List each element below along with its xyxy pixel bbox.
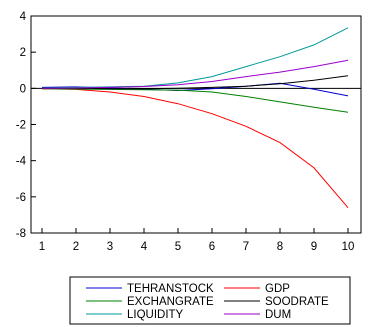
plot-frame	[30, 15, 362, 234]
series-line-soodrate	[41, 75, 349, 90]
x-tick-label: 6	[209, 241, 215, 253]
legend-label-liquidity: LIQUIDITY	[127, 309, 184, 321]
legend-label-dum: DUM	[265, 309, 291, 321]
y-axis: 4 2 0 -2 -4 -6 -8	[16, 11, 36, 240]
legend-label-soodrate: SOODRATE	[265, 296, 329, 308]
x-tick-label: 5	[175, 241, 181, 253]
legend: TEHRANSTOCK GDP EXCHANGRATE SOODRATE LIQUIDI…	[69, 276, 351, 325]
y-tick-label: 2	[20, 47, 26, 59]
y-tick-label: -8	[16, 228, 26, 240]
x-tick-label: 9	[311, 241, 317, 253]
x-tick-label: 7	[243, 241, 249, 253]
x-tick-label: 8	[277, 241, 283, 253]
x-tick-label: 10	[342, 241, 355, 253]
legend-label-tehranstock: TEHRANSTOCK	[127, 283, 214, 295]
y-tick-label: 0	[20, 83, 26, 95]
y-tick-label: -4	[16, 156, 27, 168]
x-axis: 1 2 3 4 5 6 7 8 9 10	[39, 228, 355, 253]
series-line-liquidity	[41, 27, 349, 89]
x-tick-label: 3	[107, 241, 113, 253]
series-lines	[41, 27, 349, 209]
legend-label-exchangrate: EXCHANGRATE	[127, 296, 214, 308]
y-tick-label: -6	[16, 192, 26, 204]
x-tick-label: 1	[39, 241, 45, 253]
y-tick-label: 4	[20, 11, 27, 23]
x-tick-label: 2	[73, 241, 79, 253]
legend-label-gdp: GDP	[265, 283, 290, 295]
series-line-dum	[41, 59, 349, 89]
series-line-exchangrate	[41, 88, 349, 113]
x-tick-label: 4	[141, 241, 148, 253]
series-line-gdp	[41, 88, 349, 209]
y-tick-label: -2	[16, 120, 26, 132]
